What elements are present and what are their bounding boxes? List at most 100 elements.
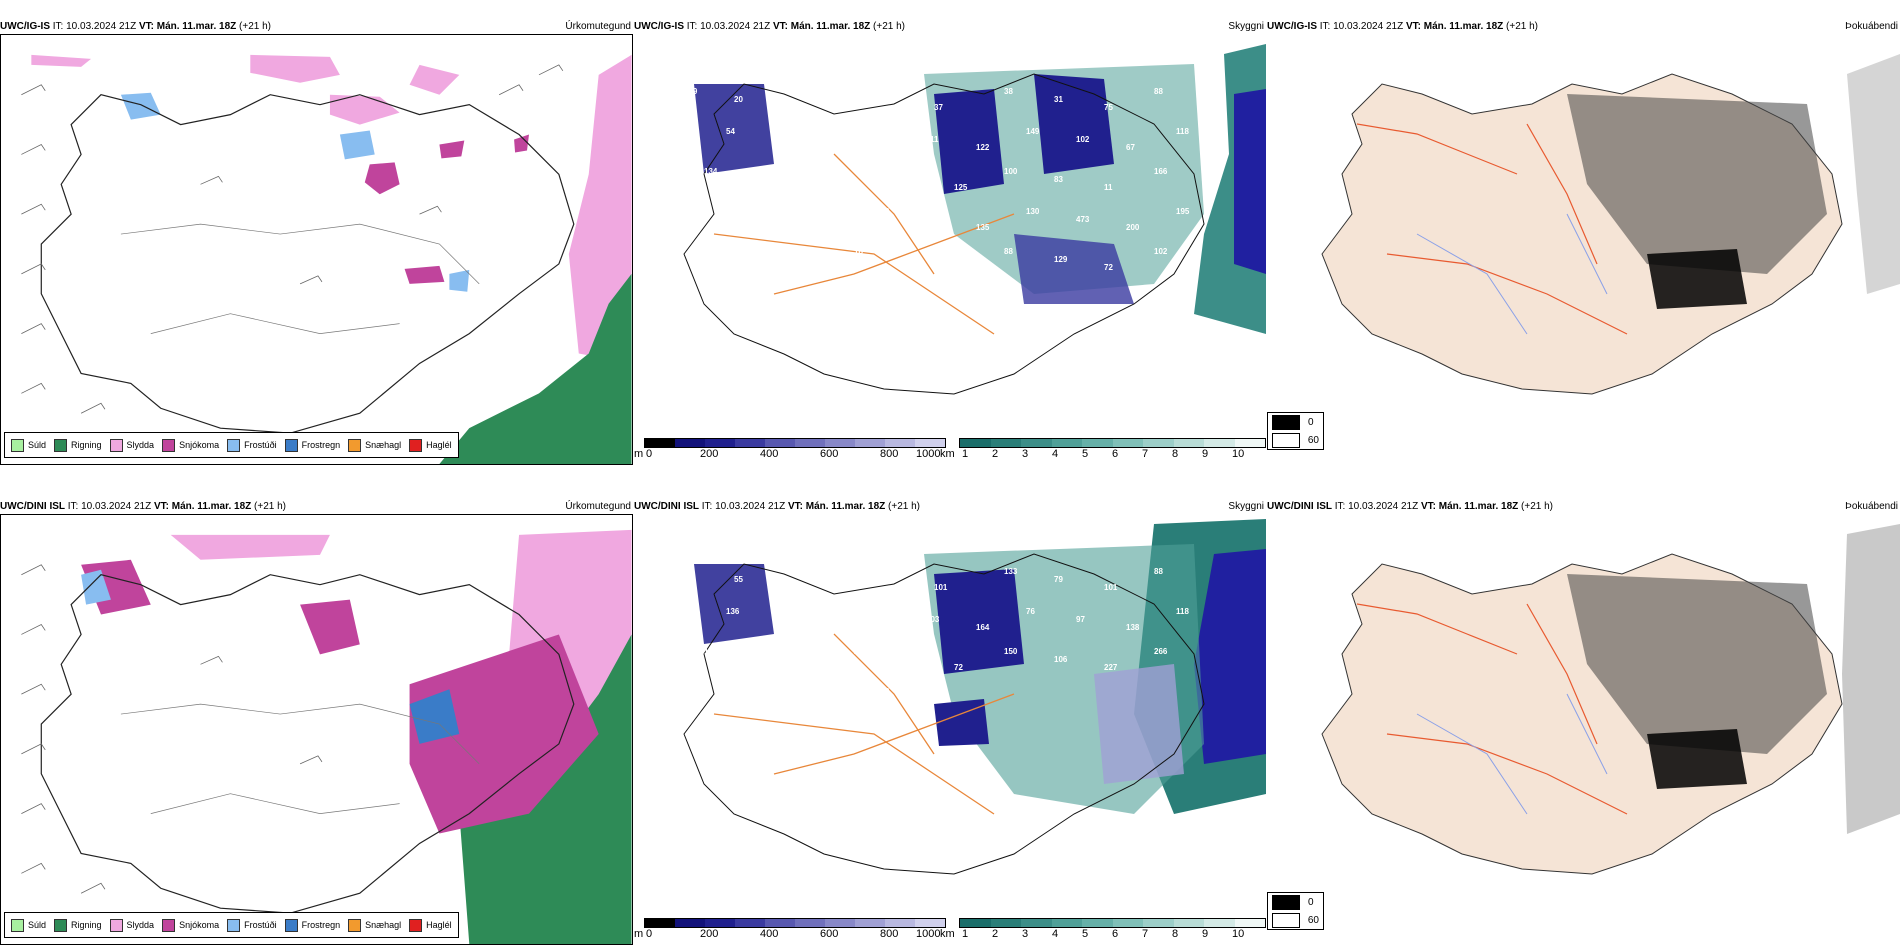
legend-item-freezing-drizzle: Frostúði: [227, 438, 277, 452]
it-label: IT:: [67, 501, 79, 512]
visibility-value-label: 102: [726, 207, 740, 216]
visibility-value-label: 133: [1004, 567, 1018, 576]
legend-item-freezing-rain: Frostregn: [284, 918, 340, 932]
visibility-value-label: 72: [784, 583, 793, 592]
visibility-value-label: 108: [834, 567, 848, 576]
it-value: 10.03.2024 21Z: [1333, 21, 1404, 32]
vt-value: Mán. 11.mar. 18Z: [805, 501, 886, 512]
it-label: IT:: [686, 21, 698, 32]
tick-km: 1: [962, 928, 969, 940]
visibility-value-label: 109: [926, 215, 940, 224]
it-value: 10.03.2024 21Z: [66, 21, 137, 32]
visibility-value-label: 103: [776, 615, 790, 624]
legend-item-hail: Haglél: [409, 918, 452, 932]
panel-header: UWC/DINI ISL IT: 10.03.2024 21Z VT: Mán.…: [634, 500, 1266, 514]
cloud-legend-item: 0: [1268, 413, 1323, 431]
visibility-value-label: 54: [726, 127, 735, 136]
precip-panel-row2: UWC/DINI ISL IT: 10.03.2024 21Z VT: Mán.…: [0, 500, 633, 945]
visibility-value-label: 249: [684, 87, 698, 96]
visibility-value-label: 18: [854, 247, 863, 256]
visibility-value-label: 348: [904, 655, 918, 664]
visibility-value-label: 20: [734, 95, 743, 104]
tick-km: 6: [1112, 448, 1119, 460]
vt-value: Mán. 11.mar. 18Z: [1423, 21, 1504, 32]
visibility-value-label: 101: [1104, 583, 1118, 592]
it-value: 10.03.2024 21Z: [700, 21, 771, 32]
unit-m: m: [634, 928, 644, 940]
panel-header: UWC/DINI ISL IT: 10.03.2024 21Z VT: Mán.…: [0, 500, 633, 514]
tick-km: 9: [1202, 448, 1209, 460]
visibility-value-label: 331: [726, 687, 740, 696]
visibility-value-label: 200: [1126, 223, 1140, 232]
visibility-value-label: 138: [1126, 623, 1140, 632]
visibility-panel-row2: UWC/DINI ISL IT: 10.03.2024 21Z VT: Mán.…: [634, 500, 1266, 945]
visibility-value-label: 150: [1004, 647, 1018, 656]
visibility-value-label: 88: [1154, 567, 1163, 576]
visibility-value-label: 71: [904, 175, 913, 184]
visibility-value-label: 88: [1004, 247, 1013, 256]
tick-km: 1: [962, 448, 969, 460]
visibility-value-label: 97: [854, 167, 863, 176]
lead-time: (+21 h): [1506, 21, 1538, 32]
lead-time: (+21 h): [888, 501, 920, 512]
visibility-panel-row1: UWC/IG-IS IT: 10.03.2024 21Z VT: Mán. 11…: [634, 20, 1266, 465]
visibility-value-label: 27: [804, 263, 813, 272]
visibility-value-label: 118: [1176, 127, 1189, 136]
precip-panel-row1: UWC/IG-IS IT: 10.03.2024 21Z VT: Mán. 11…: [0, 20, 633, 465]
legend-item-snow: Snjókoma: [162, 438, 219, 452]
visibility-value-label: 115: [776, 215, 789, 224]
precip-map: [0, 34, 633, 465]
model-name: UWC/DINI ISL: [634, 501, 699, 512]
visibility-value-label: 136: [726, 607, 740, 616]
visibility-value-label: 11: [1104, 183, 1113, 192]
panel-title: Úrkomutegund: [565, 501, 631, 512]
visibility-value-label: 79: [1054, 575, 1063, 584]
cloud-legend: 0 60: [1267, 412, 1324, 450]
vt-label: VT:: [787, 501, 803, 512]
legend-item-rain: Rigning: [54, 438, 102, 452]
tick-km: 8: [1172, 928, 1179, 940]
legend-item-snow-pellets: Snæhagl: [348, 438, 401, 452]
tick-km: 10: [1232, 928, 1245, 940]
tick-m: 400: [760, 928, 779, 940]
tick-km: 5: [1082, 448, 1089, 460]
visibility-value-label: 72: [1104, 263, 1113, 272]
cloud-legend-item: 60: [1268, 431, 1323, 449]
visibility-value-label: 266: [1154, 647, 1168, 656]
visibility-value-label: 75: [804, 183, 813, 192]
legend-item-snow-pellets: Snæhagl: [348, 918, 401, 932]
tick-km: 3: [1022, 448, 1029, 460]
lead-time: (+21 h): [1521, 501, 1553, 512]
vt-value: Mán. 11.mar. 18Z: [1438, 501, 1519, 512]
visibility-value-label: 173: [876, 207, 890, 216]
visibility-value-label: 122: [976, 143, 990, 152]
visibility-value-label: 106: [1054, 655, 1068, 664]
panel-header: UWC/IG-IS IT: 10.03.2024 21Z VT: Mán. 11…: [1267, 20, 1900, 34]
visibility-value-label: 473: [1076, 215, 1090, 224]
lead-time: (+21 h): [254, 501, 286, 512]
tick-m: 400: [760, 448, 779, 460]
legend-item-snow: Snjókoma: [162, 918, 219, 932]
lead-time: (+21 h): [239, 21, 271, 32]
visibility-value-label: 227: [1104, 663, 1118, 672]
tick-km: 4: [1052, 928, 1059, 940]
unit-km: km: [940, 928, 955, 940]
visibility-value-label: 56: [834, 87, 843, 96]
legend-item-hail: Haglél: [409, 438, 452, 452]
visibility-value-label: 97: [1076, 615, 1085, 624]
visibility-value-label: 235: [854, 647, 868, 656]
tick-m: 200: [700, 448, 719, 460]
legend-item-drizzle: Súld: [11, 918, 46, 932]
visibility-value-label: 38: [1004, 87, 1013, 96]
it-label: IT:: [52, 21, 64, 32]
legend-item-sleet: Slydda: [109, 918, 154, 932]
visibility-value-label: 166: [1154, 167, 1168, 176]
precip-map: [0, 514, 633, 945]
vt-label: VT:: [1420, 501, 1436, 512]
visibility-value-label: 164: [976, 623, 990, 632]
fog-panel-row1: UWC/IG-IS IT: 10.03.2024 21Z VT: Mán. 11…: [1267, 20, 1900, 465]
cloud-legend: 0 60: [1267, 892, 1324, 930]
model-name: UWC/IG-IS: [1267, 21, 1317, 32]
panel-header: UWC/IG-IS IT: 10.03.2024 21Z VT: Mán. 11…: [634, 20, 1266, 34]
visibility-value-label: 92: [704, 247, 713, 256]
